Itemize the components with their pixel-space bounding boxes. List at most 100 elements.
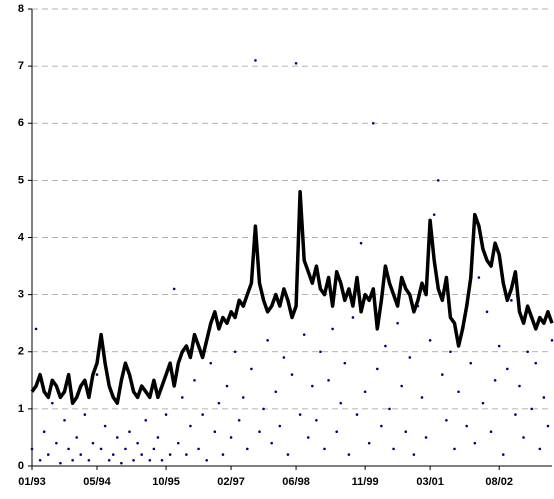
dot <box>428 339 432 342</box>
dot <box>506 367 509 371</box>
dot <box>367 441 371 445</box>
dot <box>168 453 172 456</box>
dot <box>103 424 107 428</box>
dot <box>59 461 62 465</box>
dot <box>132 458 135 462</box>
dot <box>396 321 399 325</box>
dot <box>124 447 127 451</box>
dot <box>233 350 237 354</box>
dot <box>107 458 111 462</box>
dot <box>331 327 334 331</box>
dot <box>514 413 517 416</box>
dot <box>420 396 424 399</box>
dot <box>518 384 521 388</box>
dot <box>63 419 66 422</box>
dot <box>534 361 538 365</box>
dot <box>34 327 38 331</box>
dot <box>481 401 485 405</box>
dot <box>311 384 314 388</box>
dot <box>258 430 261 434</box>
dot <box>181 396 184 399</box>
dot <box>530 407 533 411</box>
dot <box>371 121 375 125</box>
x-tick-label: 05/94 <box>83 476 111 488</box>
dot <box>274 390 278 394</box>
dot <box>388 407 391 411</box>
dot <box>343 361 347 365</box>
dot <box>270 441 273 445</box>
dot <box>526 350 529 354</box>
dot <box>302 333 306 336</box>
dot <box>412 453 416 456</box>
dot <box>185 453 188 456</box>
dot <box>55 441 58 445</box>
dot <box>408 356 412 359</box>
dot <box>477 276 481 279</box>
dot <box>266 339 269 342</box>
x-tick-label: 10/95 <box>152 476 180 488</box>
x-tick-label: 08/02 <box>485 476 513 488</box>
dot <box>51 401 54 405</box>
dot <box>189 424 192 428</box>
y-tick-label: 4 <box>18 231 25 243</box>
dot <box>116 436 119 439</box>
dot <box>432 213 436 216</box>
dot <box>384 344 387 348</box>
dot <box>282 356 286 359</box>
dot <box>298 413 302 416</box>
dot <box>449 350 452 354</box>
y-tick-label: 5 <box>18 174 24 186</box>
dot <box>501 453 505 456</box>
dot <box>209 361 213 365</box>
dot <box>250 367 253 371</box>
dot <box>465 424 468 428</box>
x-tick-label: 03/01 <box>416 476 444 488</box>
dot <box>83 413 87 416</box>
dot <box>201 413 204 416</box>
dot <box>156 436 160 439</box>
y-tick-label: 1 <box>18 403 24 415</box>
dot <box>510 299 513 302</box>
line <box>30 190 554 405</box>
dot <box>176 441 180 445</box>
x-tick-label: 11/99 <box>352 476 379 488</box>
dot <box>197 447 200 451</box>
dot <box>400 384 403 388</box>
dot <box>347 453 351 456</box>
dot <box>120 461 123 465</box>
dot <box>351 316 355 319</box>
dot <box>111 453 115 456</box>
dot <box>99 447 103 451</box>
dot <box>315 419 318 422</box>
x-tick-label: 06/98 <box>282 476 310 488</box>
dot <box>262 407 265 411</box>
dot <box>95 373 99 376</box>
dot <box>538 447 542 451</box>
x-tick-label: 01/93 <box>18 476 46 488</box>
dot <box>497 344 501 348</box>
dot <box>225 384 229 388</box>
dot <box>67 447 70 451</box>
dot <box>136 441 139 445</box>
dot <box>546 424 550 428</box>
dot <box>355 413 359 416</box>
dot <box>392 447 395 451</box>
dot <box>221 453 225 456</box>
dot <box>46 453 50 456</box>
dot <box>193 379 196 382</box>
dot <box>38 458 42 462</box>
dot <box>128 430 131 434</box>
dot <box>164 413 168 416</box>
dot <box>493 379 497 382</box>
dot <box>152 447 156 451</box>
dot <box>380 424 383 428</box>
x-tick-label: 02/97 <box>217 476 245 488</box>
dot <box>79 453 83 456</box>
dot <box>473 441 477 445</box>
dot <box>217 401 221 405</box>
dot <box>445 419 448 422</box>
dot <box>522 436 525 439</box>
dot <box>213 430 217 434</box>
dot <box>290 373 294 376</box>
dot <box>441 373 444 376</box>
